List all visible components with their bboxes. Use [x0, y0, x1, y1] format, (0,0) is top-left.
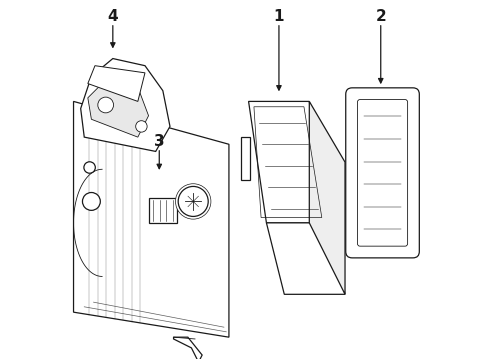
Text: 1: 1 — [274, 9, 284, 23]
Text: 3: 3 — [154, 134, 165, 149]
Polygon shape — [267, 223, 345, 294]
Polygon shape — [309, 102, 345, 294]
Text: 4: 4 — [107, 9, 118, 23]
Text: 2: 2 — [375, 9, 386, 23]
Polygon shape — [74, 102, 229, 337]
Circle shape — [84, 162, 96, 173]
Polygon shape — [88, 66, 145, 102]
Circle shape — [175, 184, 211, 219]
FancyBboxPatch shape — [148, 198, 177, 223]
Polygon shape — [88, 76, 148, 137]
Circle shape — [82, 193, 100, 210]
Circle shape — [136, 121, 147, 132]
Polygon shape — [242, 137, 250, 180]
FancyBboxPatch shape — [346, 88, 419, 258]
Circle shape — [98, 97, 114, 113]
Polygon shape — [173, 337, 202, 360]
Polygon shape — [81, 59, 170, 152]
Circle shape — [178, 186, 208, 216]
Polygon shape — [248, 102, 327, 223]
FancyBboxPatch shape — [357, 100, 408, 246]
